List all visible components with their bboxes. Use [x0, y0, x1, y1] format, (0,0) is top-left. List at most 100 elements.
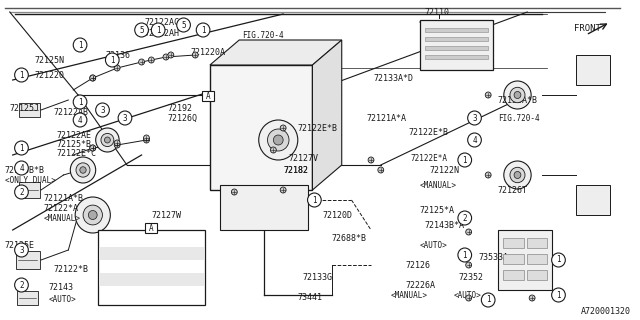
- Circle shape: [70, 157, 96, 183]
- Circle shape: [466, 229, 472, 235]
- Circle shape: [76, 163, 90, 177]
- Text: <AUTO>: <AUTO>: [454, 291, 482, 300]
- Text: 72122AC: 72122AC: [145, 18, 179, 27]
- Circle shape: [143, 137, 149, 143]
- Text: 4: 4: [472, 135, 477, 145]
- Circle shape: [458, 153, 472, 167]
- Circle shape: [280, 187, 286, 193]
- Circle shape: [104, 137, 110, 143]
- Text: <AUTO>: <AUTO>: [49, 295, 77, 305]
- Text: 72122E*B: 72122E*B: [408, 127, 448, 137]
- Circle shape: [15, 68, 28, 82]
- Text: 72192: 72192: [168, 103, 193, 113]
- Text: 5: 5: [181, 20, 186, 29]
- Text: 72126: 72126: [405, 260, 430, 269]
- Circle shape: [510, 87, 525, 103]
- Circle shape: [15, 243, 28, 257]
- Text: 1: 1: [463, 251, 467, 260]
- Bar: [503, 270, 524, 280]
- Text: 72181*A: 72181*A: [115, 288, 153, 297]
- Circle shape: [193, 52, 198, 58]
- Text: 2: 2: [19, 281, 24, 290]
- Polygon shape: [312, 40, 342, 190]
- Text: 72122AB: 72122AB: [54, 108, 89, 116]
- Circle shape: [168, 52, 174, 58]
- Text: 72687A: 72687A: [115, 249, 147, 258]
- Text: 72182: 72182: [283, 165, 308, 174]
- Bar: [420, 20, 493, 70]
- Circle shape: [73, 95, 87, 109]
- Text: 1: 1: [105, 237, 109, 244]
- Text: 73533A: 73533A: [479, 253, 508, 262]
- Circle shape: [458, 211, 472, 225]
- Circle shape: [90, 75, 96, 81]
- Bar: [19, 103, 40, 117]
- Text: 1: 1: [19, 143, 24, 153]
- Text: 72121A*B: 72121A*B: [44, 194, 84, 203]
- Circle shape: [466, 262, 472, 268]
- Circle shape: [83, 205, 102, 225]
- Bar: [202, 91, 214, 101]
- Circle shape: [468, 111, 481, 125]
- Text: 72122*A: 72122*A: [44, 204, 79, 212]
- Circle shape: [514, 172, 521, 179]
- Text: FIG.720-4: FIG.720-4: [498, 114, 540, 123]
- Text: 1: 1: [77, 41, 83, 50]
- Bar: [425, 46, 488, 50]
- Text: 72352: 72352: [459, 274, 484, 283]
- Text: 72125J: 72125J: [10, 103, 40, 113]
- Text: 4: 4: [105, 276, 109, 283]
- Circle shape: [510, 167, 525, 183]
- Bar: [527, 238, 547, 248]
- Text: 3: 3: [100, 106, 105, 115]
- Circle shape: [514, 92, 521, 99]
- Bar: [17, 291, 38, 305]
- Text: 1: 1: [77, 98, 83, 107]
- Text: 1: 1: [556, 255, 561, 265]
- Text: 72125N: 72125N: [34, 55, 64, 65]
- Text: 1: 1: [201, 26, 205, 35]
- Text: 72143: 72143: [49, 284, 74, 292]
- Bar: [19, 182, 40, 198]
- Text: 1: 1: [156, 26, 161, 35]
- Text: 72122AE: 72122AE: [56, 131, 92, 140]
- Circle shape: [259, 120, 298, 160]
- Circle shape: [177, 18, 190, 32]
- Circle shape: [102, 236, 112, 245]
- Text: 1: 1: [556, 291, 561, 300]
- Text: 72122E*A: 72122E*A: [410, 154, 447, 163]
- Text: 72120D: 72120D: [322, 211, 352, 220]
- Text: 72110: 72110: [425, 7, 450, 17]
- Circle shape: [15, 141, 28, 155]
- Bar: [527, 254, 547, 264]
- Circle shape: [151, 23, 165, 37]
- Text: 72122E*C: 72122E*C: [56, 148, 97, 157]
- Circle shape: [90, 145, 96, 151]
- Text: 72122*B: 72122*B: [54, 266, 89, 275]
- Circle shape: [106, 53, 119, 67]
- Circle shape: [468, 133, 481, 147]
- Circle shape: [552, 253, 565, 267]
- Circle shape: [481, 293, 495, 307]
- Text: 1: 1: [486, 295, 490, 305]
- Circle shape: [75, 197, 110, 233]
- Text: 72133A*B: 72133A*B: [498, 95, 538, 105]
- Text: 72133A*D: 72133A*D: [373, 74, 413, 83]
- Circle shape: [102, 261, 112, 271]
- Circle shape: [504, 161, 531, 189]
- Circle shape: [101, 133, 114, 147]
- Text: 72127V: 72127V: [288, 154, 318, 163]
- Circle shape: [504, 81, 531, 109]
- Bar: [527, 270, 547, 280]
- Bar: [576, 55, 610, 85]
- Text: 72226A: 72226A: [405, 281, 435, 290]
- Circle shape: [163, 54, 169, 60]
- Text: 2: 2: [463, 213, 467, 222]
- Circle shape: [114, 142, 120, 148]
- Text: 5: 5: [140, 26, 144, 35]
- Circle shape: [90, 145, 96, 151]
- Circle shape: [552, 288, 565, 302]
- Text: Q53004: Q53004: [115, 236, 147, 245]
- Text: 1: 1: [19, 70, 24, 79]
- Text: 72122AH: 72122AH: [145, 28, 179, 37]
